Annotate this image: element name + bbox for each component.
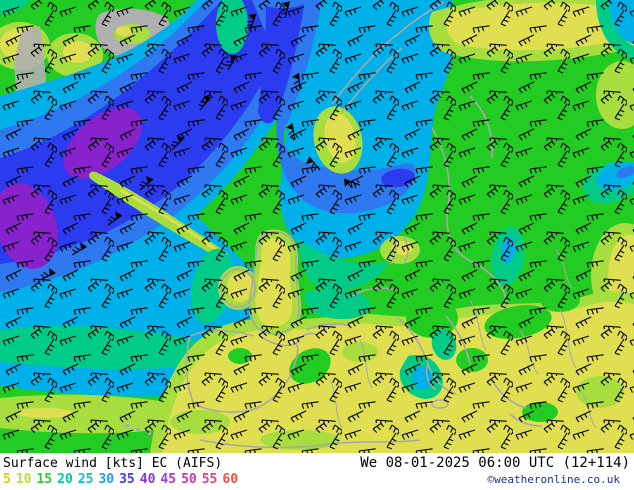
legend-value-5: 5	[3, 472, 11, 487]
map-footer: Surface wind [kts] EC (AIFS) We 08-01-20…	[0, 453, 634, 490]
map-datetime: We 08-01-2025 06:00 UTC (12+114)	[360, 455, 630, 471]
legend-value-25: 25	[77, 472, 94, 487]
legend-value-15: 15	[36, 472, 53, 487]
copyright-link[interactable]: ©weatheronline.co.uk	[487, 473, 620, 486]
legend-value-40: 40	[139, 472, 156, 487]
legend-value-60: 60	[222, 472, 239, 487]
legend-value-35: 35	[119, 472, 135, 487]
legend-value-55: 55	[201, 472, 218, 487]
legend-value-20: 20	[57, 472, 73, 487]
map-title: Surface wind [kts] EC (AIFS)	[3, 456, 223, 471]
wind-barbs-layer	[0, 0, 634, 453]
legend-value-45: 45	[160, 472, 177, 487]
legend-value-50: 50	[181, 472, 197, 487]
wind-speed-legend: 5 10 15 20 25 30 35 40 45 50 55 60	[3, 472, 243, 487]
wind-map	[0, 0, 634, 453]
wind-map-canvas	[0, 0, 634, 453]
legend-value-30: 30	[98, 472, 115, 487]
legend-value-10: 10	[15, 472, 32, 487]
